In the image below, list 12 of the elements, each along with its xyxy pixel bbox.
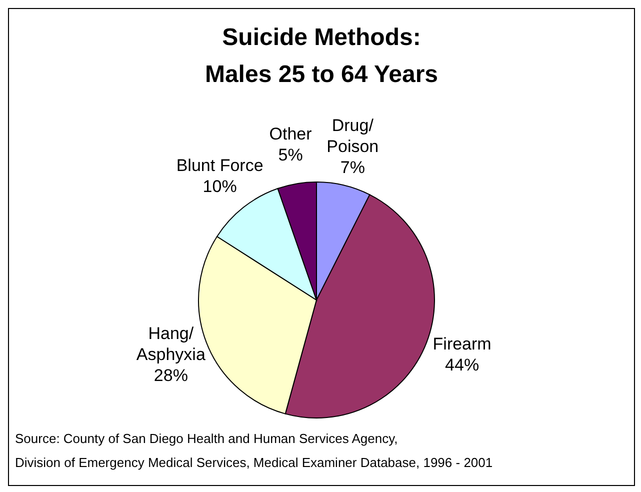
slice-label: Hang/Asphyxia <box>136 324 206 365</box>
data-label: 10% <box>202 178 237 197</box>
chart-title: Suicide Methods: Males 25 to 64 Years <box>204 24 438 88</box>
data-label: 28% <box>154 366 188 386</box>
slice-label: Firearm <box>432 335 492 354</box>
data-label: 7% <box>340 158 365 178</box>
data-label: 5% <box>278 146 303 166</box>
slice-label: Blunt Force <box>176 156 264 176</box>
slice-label: Other <box>269 125 312 144</box>
data-label: 44% <box>445 356 480 376</box>
source-note: Source: County of San Diego Health and Human Services Agency, Division of Emergency Medical Services, Medical Examiner Database, 1996 - 2001 <box>15 431 493 470</box>
slice-label: Drug/Poison <box>326 116 379 157</box>
